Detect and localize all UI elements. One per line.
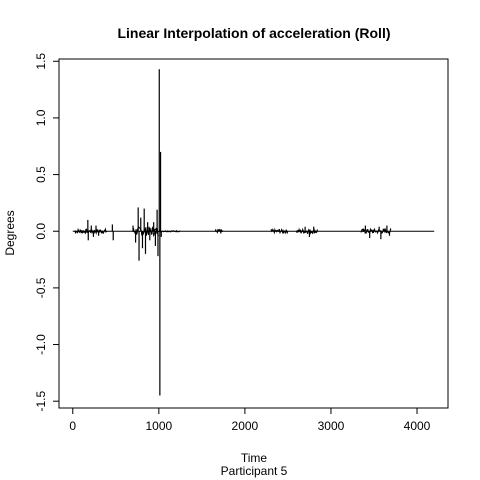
series-noise bbox=[74, 227, 108, 236]
y-tick-label: 1.5 bbox=[34, 53, 48, 70]
y-tick-label: 0.0 bbox=[34, 223, 48, 240]
y-tick-label: 0.5 bbox=[34, 166, 48, 183]
x-axis: 0 1000 2000 3000 4000 bbox=[69, 407, 431, 433]
x-tick-label: 3000 bbox=[318, 419, 345, 433]
series-noise bbox=[132, 225, 160, 238]
y-tick-label: -0.5 bbox=[34, 277, 48, 298]
x-tick-label: 4000 bbox=[404, 419, 431, 433]
y-tick-label: 1.0 bbox=[34, 109, 48, 126]
x-tick-label: 1000 bbox=[145, 419, 172, 433]
y-tick-label: -1.0 bbox=[34, 334, 48, 355]
series-noise bbox=[158, 229, 181, 233]
y-axis-label: Degrees bbox=[3, 210, 17, 255]
series-noise bbox=[360, 227, 392, 235]
series-noise bbox=[214, 228, 224, 235]
y-tick-label: -1.5 bbox=[34, 391, 48, 412]
x-axis-label: Time bbox=[241, 451, 268, 465]
y-axis: -1.5 -1.0 -0.5 0.0 0.5 1.0 1.5 bbox=[34, 53, 60, 412]
x-tick-label: 0 bbox=[69, 419, 76, 433]
chart-title: Linear Interpolation of acceleration (Ro… bbox=[117, 25, 390, 41]
x-tick-label: 2000 bbox=[232, 419, 259, 433]
series-group bbox=[72, 69, 435, 396]
chart-subtitle: Participant 5 bbox=[221, 464, 288, 478]
